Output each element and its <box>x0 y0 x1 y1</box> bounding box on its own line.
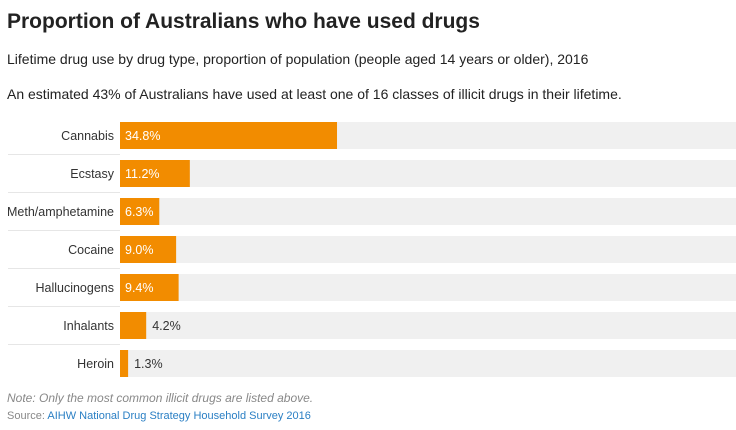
data-label: 4.2% <box>152 319 181 333</box>
category-label: Inhalants <box>63 319 114 333</box>
category-label: Cocaine <box>68 243 114 257</box>
bar <box>120 160 190 187</box>
category-label: Cannabis <box>61 129 114 143</box>
bar-track <box>120 350 736 377</box>
bar <box>120 350 129 377</box>
source-label: Source: <box>7 410 48 422</box>
data-label: 9.0% <box>125 243 154 257</box>
bar <box>120 122 338 149</box>
bar <box>120 198 160 225</box>
chart-description: An estimated 43% of Australians have use… <box>7 86 622 102</box>
source-link[interactable]: AIHW National Drug Strategy Household Su… <box>47 410 311 422</box>
bar-track <box>120 198 736 225</box>
bar-track <box>120 274 736 301</box>
footnote: Note: Only the most common illicit drugs… <box>7 391 314 405</box>
data-label: 9.4% <box>125 281 154 295</box>
chart-title: Proportion of Australians who have used … <box>7 10 480 33</box>
category-label: Heroin <box>77 357 114 371</box>
data-label: 1.3% <box>134 357 163 371</box>
chart-subtitle: Lifetime drug use by drug type, proporti… <box>7 51 589 67</box>
bar <box>120 274 179 301</box>
bar <box>120 312 147 339</box>
bar-track <box>120 236 736 263</box>
data-label: 6.3% <box>125 205 154 219</box>
bar <box>120 236 177 263</box>
bar-track <box>120 312 736 339</box>
bar-track <box>120 160 736 187</box>
data-label: 11.2% <box>125 167 160 181</box>
category-label: Meth/amphetamine <box>7 205 114 219</box>
category-label: Hallucinogens <box>35 281 114 295</box>
source-line: Source: AIHW National Drug Strategy Hous… <box>7 410 311 422</box>
category-label: Ecstasy <box>70 167 115 181</box>
data-label: 34.8% <box>125 129 160 143</box>
